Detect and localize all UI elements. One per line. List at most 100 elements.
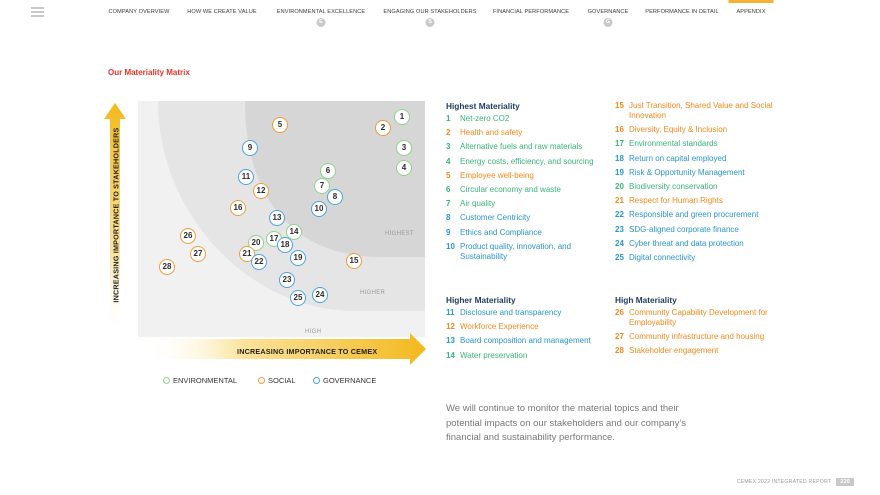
topic-label: Stakeholder engagement (629, 346, 719, 356)
matrix-bubble[interactable]: 23 (279, 272, 295, 288)
materiality-topic: 4 Energy costs, efficiency, and sourcing (446, 157, 611, 167)
materiality-topic: 3 Alternative fuels and raw materials (446, 142, 611, 152)
topic-number: 23 (615, 224, 624, 234)
matrix-bubble[interactable]: 26 (180, 228, 196, 244)
nav-item[interactable]: COMPANY OVERVIEW (108, 9, 170, 15)
materiality-topic: 28 Stakeholder engagement (615, 346, 780, 356)
topic-number: 1 (446, 114, 451, 123)
matrix-bubble[interactable]: 15 (346, 253, 362, 269)
nav-item[interactable]: PERFORMANCE IN DETAIL (645, 9, 719, 15)
materiality-topic: 12 Workforce Experience (446, 322, 611, 332)
higher-materiality-title: Higher Materiality (446, 295, 516, 305)
legend-environmental: ENVIRONMENTAL (163, 375, 237, 385)
matrix-bubble[interactable]: 3 (396, 140, 412, 156)
legend-soc-label: SOCIAL (268, 375, 296, 385)
nav-item[interactable]: FINANCIAL PERFORMANCE (492, 9, 570, 15)
materiality-topic: 5 Employee well-being (446, 171, 611, 181)
nav-badge: G (603, 18, 613, 27)
materiality-topic: 23 SDG-aligned corporate finance (615, 225, 780, 235)
legend-gov-dot (313, 376, 320, 384)
matrix-bubble[interactable]: 4 (396, 160, 412, 176)
legend-env-label: ENVIRONMENTAL (173, 375, 238, 385)
topic-label: Employee well-being (460, 170, 534, 180)
matrix-bubble[interactable]: 27 (190, 246, 206, 262)
topic-label: Energy costs, efficiency, and sourcing (460, 156, 594, 166)
legend-soc-dot (258, 376, 265, 384)
topic-label: Board composition and management (460, 336, 591, 346)
matrix-bubble[interactable]: 12 (253, 183, 269, 199)
topic-number: 11 (446, 308, 455, 317)
matrix-bubble[interactable]: 24 (312, 287, 328, 303)
topic-label: Water preservation (460, 350, 528, 360)
matrix-bubble[interactable]: 8 (327, 189, 343, 205)
top-navigation: COMPANY OVERVIEW HOW WE CREATE VALUE ENVIR… (0, 0, 880, 30)
materiality-topic: 27 Community infrastructure and housing (615, 332, 780, 342)
high-materiality-title: High Materiality (615, 295, 677, 305)
high-list: High Materiality 26 Community Capability … (615, 295, 780, 361)
topic-number: 21 (615, 196, 624, 206)
materiality-topic: 24 Cyber threat and data protection (615, 239, 780, 249)
matrix-bubble[interactable]: 2 (375, 120, 391, 136)
matrix-bubble[interactable]: 10 (311, 201, 327, 217)
materiality-topic: 7 Air quality (446, 199, 611, 209)
topic-label: Disclosure and transparency (460, 308, 562, 317)
materiality-topic: 11 Disclosure and transparency (446, 308, 611, 318)
topic-number: 19 (615, 167, 624, 177)
highest-materiality-title: Highest Materiality (446, 101, 520, 111)
nav-item[interactable]: HOW WE CREATE VALUE (187, 9, 257, 15)
materiality-topic: 1 Net-zero CO2 (446, 114, 611, 124)
matrix-bubble[interactable]: 1 (394, 109, 410, 125)
topic-label: Biodiversity conservation (629, 181, 718, 191)
matrix-bubble[interactable]: 9 (242, 140, 258, 156)
matrix-bubble[interactable]: 5 (272, 117, 288, 133)
menu-icon[interactable] (31, 7, 44, 17)
topic-label: Return on capital employed (629, 153, 727, 163)
matrix-bubble[interactable]: 6 (320, 163, 336, 179)
topic-label: Respect for Human Rights (629, 196, 723, 206)
matrix-bubble[interactable]: 13 (269, 210, 285, 226)
topic-number: 2 (446, 128, 451, 138)
topic-label: Community infrastructure and housing (629, 332, 765, 342)
matrix-bubble[interactable]: 25 (290, 290, 306, 306)
nav-item[interactable]: APPENDIX (728, 0, 774, 15)
topic-number: 28 (615, 346, 624, 356)
topic-number: 12 (446, 322, 455, 332)
matrix-bubble[interactable]: 18 (277, 237, 293, 253)
matrix-bubble[interactable]: 22 (251, 254, 267, 270)
legend-governance: GOVERNANCE (313, 375, 376, 385)
footer: CEMEX 2022 INTEGRATED REPORT 220 (737, 478, 854, 486)
zone-label-high: HIGH (305, 329, 322, 335)
matrix-bubble[interactable]: 14 (286, 224, 302, 240)
materiality-topic: 9 Ethics and Compliance (446, 228, 611, 238)
nav-item[interactable]: ENVIRONMENTAL EXCELLENCE (276, 9, 366, 15)
topic-number: 6 (446, 184, 451, 194)
topic-label: Environmental standards (629, 139, 718, 149)
topic-number: 9 (446, 227, 451, 237)
nav-item[interactable]: ENGAGING OUR STAKEHOLDERS (383, 9, 477, 15)
topic-label: Product quality, innovation, and Sustain… (460, 241, 572, 261)
page-number[interactable]: 220 (836, 478, 854, 486)
matrix-bubble[interactable]: 16 (230, 200, 246, 216)
matrix-bubble[interactable]: 19 (290, 250, 306, 266)
matrix-bubble[interactable]: 7 (314, 178, 330, 194)
nav-badge: S (425, 18, 435, 27)
materiality-topic: 16 Diversity, Equity & Inclusion (615, 125, 780, 135)
matrix-bubble[interactable]: 11 (238, 169, 254, 185)
zone-label-higher: HIGHER (360, 290, 386, 296)
closing-paragraph: We will continue to monitor the material… (446, 403, 686, 443)
matrix-bubble[interactable]: 28 (159, 259, 175, 275)
materiality-topic: 14 Water preservation (446, 351, 611, 361)
materiality-topic: 19 Risk & Opportunity Management (615, 168, 780, 178)
topic-label: Customer Centricity (460, 213, 531, 223)
topic-label: Alternative fuels and raw materials (460, 142, 583, 152)
topic-label: Digital connectivity (629, 252, 696, 262)
topic-number: 16 (615, 125, 624, 135)
materiality-topic: 8 Customer Centricity (446, 213, 611, 223)
topic-number: 5 (446, 170, 451, 180)
topic-label: Health and safety (460, 128, 523, 138)
nav-item[interactable]: GOVERNANCE (587, 9, 629, 15)
topic-number: 24 (615, 238, 624, 248)
topic-number: 25 (615, 252, 624, 262)
zone-highest (245, 101, 425, 257)
materiality-topic: 6 Circular economy and waste (446, 185, 611, 195)
